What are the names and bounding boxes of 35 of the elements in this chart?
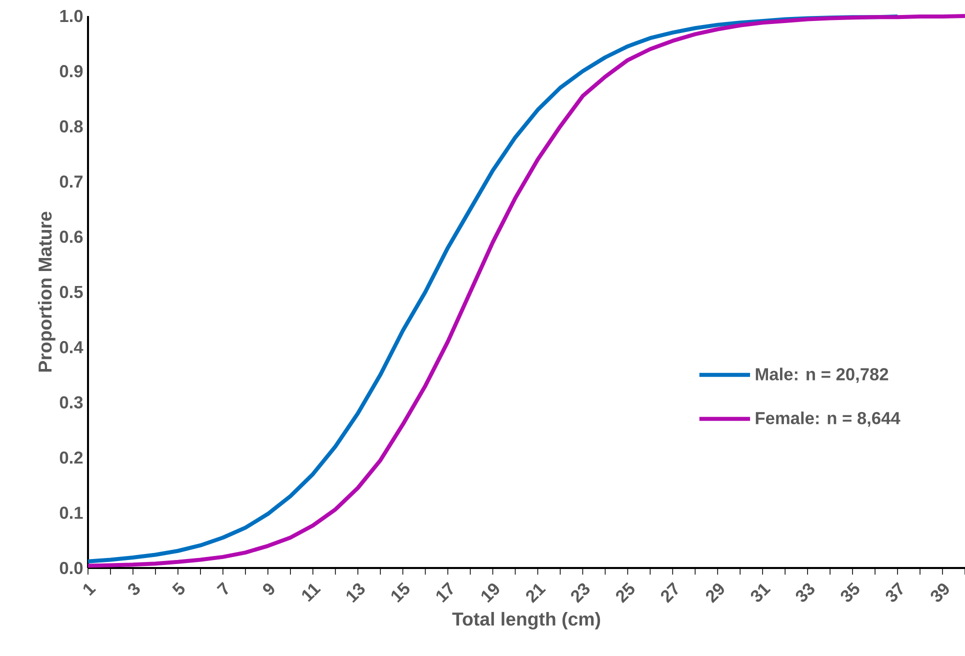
x-tick-label: 17: [436, 582, 453, 603]
legend-label: Male: n = 20,782: [756, 368, 888, 383]
x-tick-label: 39: [930, 584, 949, 602]
x-tick-label: 1: [83, 584, 96, 596]
x-tick-label: 3: [128, 583, 140, 595]
x-tick-label: 37: [886, 582, 903, 602]
y-tick-label: 0.0: [60, 562, 83, 574]
x-tick-label: 33: [796, 583, 814, 602]
x-tick-label: 13: [346, 583, 365, 603]
x-tick-label: 29: [706, 584, 724, 604]
y-tick-label: 0.7: [60, 175, 83, 188]
x-tick-label: 31: [750, 584, 771, 602]
y-axis-title: Proportion Mature: [38, 212, 56, 372]
x-tick-label: 15: [391, 582, 410, 603]
legend-label: Female: n = 8,644: [756, 412, 900, 427]
x-tick-label: 23: [571, 583, 590, 604]
x-tick-label: 25: [616, 582, 634, 604]
y-tick-label: 1.0: [60, 10, 83, 22]
x-tick-label: 7: [216, 582, 228, 595]
y-tick-label: 0.5: [60, 286, 83, 298]
x-tick-label: 5: [172, 582, 185, 595]
y-tick-label: 0.3: [60, 396, 83, 409]
x-tick-label: 19: [481, 584, 500, 603]
y-tick-label: 0.4: [60, 341, 84, 354]
y-tick-label: 0.2: [60, 451, 83, 464]
x-tick-label: 27: [661, 582, 678, 604]
y-tick-label: 0.9: [60, 65, 83, 78]
y-tick-label: 0.1: [60, 506, 83, 519]
x-tick-label: 9: [263, 584, 274, 595]
x-tick-label: 11: [302, 584, 321, 602]
x-tick-label: 21: [526, 584, 546, 604]
y-tick-label: 0.8: [60, 120, 83, 133]
x-axis-title: Total length (cm): [452, 612, 600, 630]
y-tick-label: 0.6: [60, 230, 83, 243]
x-tick-label: 35: [840, 582, 860, 602]
